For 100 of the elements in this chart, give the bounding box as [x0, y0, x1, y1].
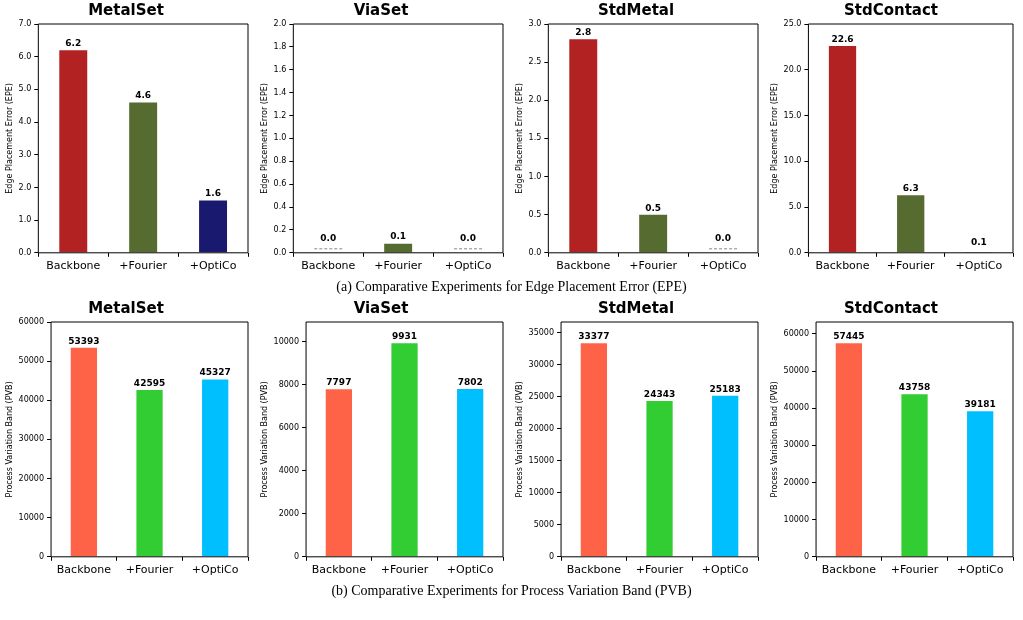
x-tick-label: +Fourier [119, 259, 168, 273]
x-tick-label: Backbone [815, 259, 870, 273]
y-tick-label: 10.0 [783, 156, 802, 166]
data-label: 22.6 [831, 33, 854, 44]
y-tick-label: 25000 [528, 392, 555, 401]
y-tick-label: 6000 [278, 422, 300, 432]
data-label: 0.0 [715, 232, 732, 243]
y-tick-label: 1.0 [18, 215, 32, 225]
x-tick-label: Backbone [311, 563, 367, 577]
y-tick-label: 3.0 [18, 149, 32, 159]
y-tick-label: 20000 [18, 473, 45, 483]
x-tick-label: Backbone [821, 563, 877, 577]
x-tick-label: +OptiCo [955, 259, 1003, 273]
y-tick-label: 2.0 [273, 19, 287, 29]
x-tick-label: +OptiCo [446, 563, 494, 577]
x-tick-label: +Fourier [629, 259, 678, 273]
y-tick-label: 0.0 [273, 247, 287, 257]
x-tick-label: Backbone [566, 563, 622, 577]
data-label: 25183 [709, 383, 741, 394]
y-axis-title: Edge Placement Error (EPE) [769, 83, 779, 194]
chart-title: MetalSet [88, 0, 164, 19]
data-label: 4.6 [135, 90, 152, 101]
y-tick-label: 0.0 [18, 247, 32, 257]
y-tick-label: 5000 [533, 519, 555, 529]
y-tick-label: 0.2 [273, 225, 287, 234]
y-tick-label: 20.0 [783, 64, 802, 74]
y-tick-label: 8000 [278, 379, 300, 389]
y-tick-label: 3.0 [528, 19, 542, 29]
y-axis-title: Edge Placement Error (EPE) [514, 83, 524, 194]
x-tick-label: Backbone [46, 259, 101, 273]
y-axis-title: Process Variation Band (PVB) [4, 381, 14, 498]
data-label: 0.1 [390, 231, 407, 242]
x-tick-label: Backbone [556, 259, 611, 273]
data-label: 2.8 [575, 27, 592, 38]
y-tick-label: 2.0 [528, 95, 542, 105]
y-axis-title: Process Variation Band (PVB) [514, 381, 524, 498]
y-tick-label: 40000 [18, 395, 45, 405]
y-tick-label: 4000 [278, 465, 300, 475]
y-axis-title: Edge Placement Error (EPE) [259, 83, 269, 194]
x-tick-label: Backbone [301, 259, 356, 273]
x-tick-label: +Fourier [890, 563, 939, 577]
y-tick-label: 0.0 [528, 247, 542, 257]
y-tick-label: 20000 [783, 477, 810, 487]
y-tick-label: 25.0 [783, 19, 802, 29]
y-tick-label: 0.8 [273, 156, 287, 166]
data-label: 45327 [199, 367, 231, 378]
y-tick-label: 1.2 [273, 110, 287, 120]
data-label: 7802 [457, 376, 483, 387]
chart-title: StdMetal [597, 0, 675, 19]
y-tick-label: 1.0 [528, 171, 542, 181]
data-label: 6.3 [902, 182, 919, 193]
y-tick-label: 30000 [783, 440, 810, 450]
y-axis-title: Edge Placement Error (EPE) [4, 83, 14, 194]
data-label: 57445 [833, 331, 865, 342]
chart-title: StdContact [843, 0, 939, 19]
y-tick-label: 60000 [18, 317, 45, 327]
x-tick-label: +OptiCo [956, 563, 1004, 577]
y-tick-label: 4.0 [18, 117, 32, 127]
y-tick-label: 1.5 [528, 133, 542, 143]
x-tick-label: +Fourier [635, 563, 684, 577]
y-tick-label: 0 [548, 551, 555, 561]
y-tick-label: 50000 [18, 356, 45, 366]
x-tick-label: +Fourier [125, 563, 174, 577]
y-tick-label: 0.0 [788, 247, 802, 257]
data-label: 7797 [326, 377, 352, 388]
y-tick-label: 40000 [783, 403, 810, 413]
y-tick-label: 0.6 [273, 179, 287, 189]
y-axis-title: Process Variation Band (PVB) [259, 381, 269, 498]
text: (b) Comparative Experiments for Process Variation Band (PVB) [330, 582, 693, 600]
chart-title: MetalSet [88, 298, 164, 317]
y-tick-label: 0.4 [273, 202, 287, 212]
data-label: 1.6 [205, 188, 222, 199]
y-tick-label: 30000 [18, 434, 45, 444]
y-tick-label: 1.6 [273, 64, 287, 74]
x-tick-label: +Fourier [886, 259, 936, 273]
chart-title: StdContact [843, 298, 939, 317]
data-label: 6.2 [65, 37, 82, 48]
y-tick-label: 2000 [278, 508, 300, 518]
x-tick-label: +OptiCo [701, 563, 749, 577]
data-label: 0.0 [320, 232, 337, 243]
x-tick-label: +Fourier [374, 259, 423, 273]
x-tick-label: +OptiCo [699, 259, 747, 273]
text: (a) Comparative Experiments for Edge Placement Error (EPE) [335, 278, 688, 296]
y-tick-label: 7.0 [18, 19, 32, 29]
y-tick-label: 5.0 [788, 202, 802, 212]
x-tick-label: +OptiCo [189, 259, 237, 273]
y-tick-label: 35000 [528, 328, 555, 338]
y-tick-label: 20000 [528, 423, 555, 433]
data-label: 0.1 [970, 236, 987, 247]
y-tick-label: 0 [803, 551, 810, 561]
y-tick-label: 0 [293, 551, 300, 561]
y-tick-label: 1.4 [273, 87, 287, 97]
y-tick-label: 0 [38, 551, 45, 561]
data-label: 43758 [898, 382, 931, 393]
y-tick-label: 10000 [273, 336, 300, 346]
y-tick-label: 10000 [783, 514, 810, 524]
y-tick-label: 30000 [528, 360, 555, 370]
y-tick-label: 10000 [18, 512, 45, 522]
y-tick-label: 50000 [783, 366, 810, 376]
y-tick-label: 60000 [783, 328, 810, 338]
